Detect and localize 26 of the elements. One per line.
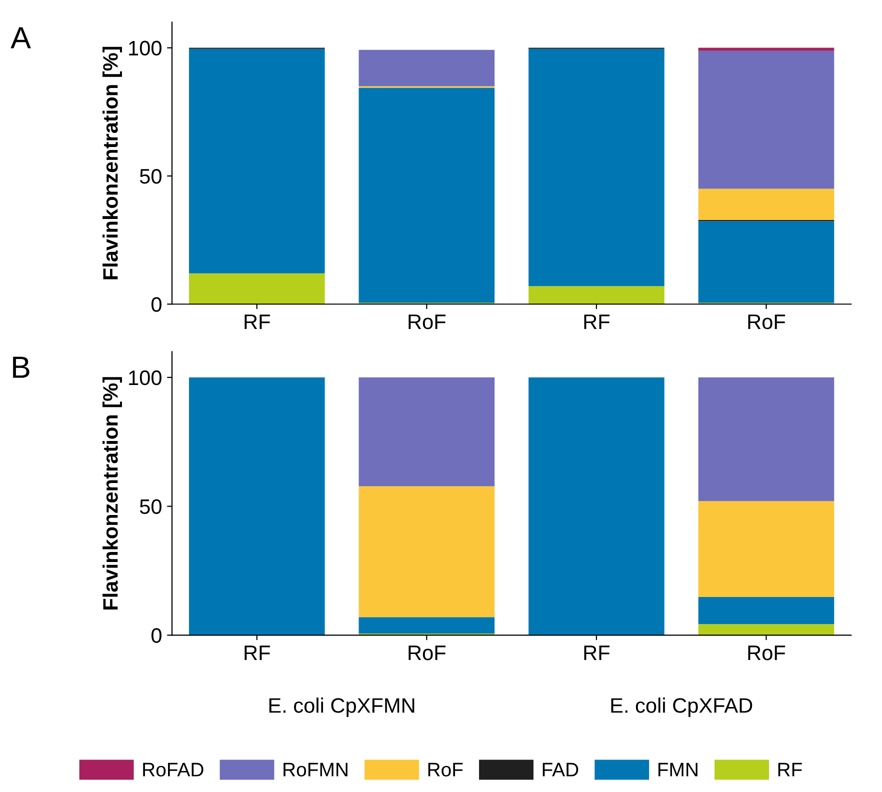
y-tick-label: 50 <box>140 499 162 514</box>
y-tick-label: 0 <box>151 628 162 643</box>
legend-label: FMN <box>658 762 698 776</box>
x-tick-label: RF <box>584 314 610 329</box>
legend-label: RF <box>778 762 802 776</box>
legend-label: RoFMN <box>284 762 348 776</box>
y-tick-label: 100 <box>129 40 162 56</box>
chart-title: A <box>10 27 31 48</box>
y-axis-title: Flavinkonzentration [%] <box>102 46 122 280</box>
legend-label: RoFAD <box>143 762 204 776</box>
x-tick-label: RF <box>244 314 270 329</box>
x-tick-label: RoF <box>408 314 446 330</box>
y-tick-label: 50 <box>140 168 162 184</box>
x-tick-label: RF <box>244 646 270 660</box>
x-tick-label: RF <box>584 646 610 660</box>
legend-label: FAD <box>542 762 578 776</box>
x-tick-label: RoF <box>748 314 786 330</box>
text: E. coli CpXFMN <box>269 698 414 717</box>
x-tick-label: RoF <box>748 646 786 660</box>
y-tick-label: 100 <box>129 370 162 386</box>
y-axis-title: Flavinkonzentration [%] <box>102 377 122 610</box>
chart-title: B <box>13 356 30 378</box>
text: E. coli CpXFAD <box>611 698 752 717</box>
legend-label: RoF <box>428 762 463 776</box>
y-tick-label: 0 <box>151 297 162 312</box>
x-tick-label: RoF <box>408 646 446 660</box>
